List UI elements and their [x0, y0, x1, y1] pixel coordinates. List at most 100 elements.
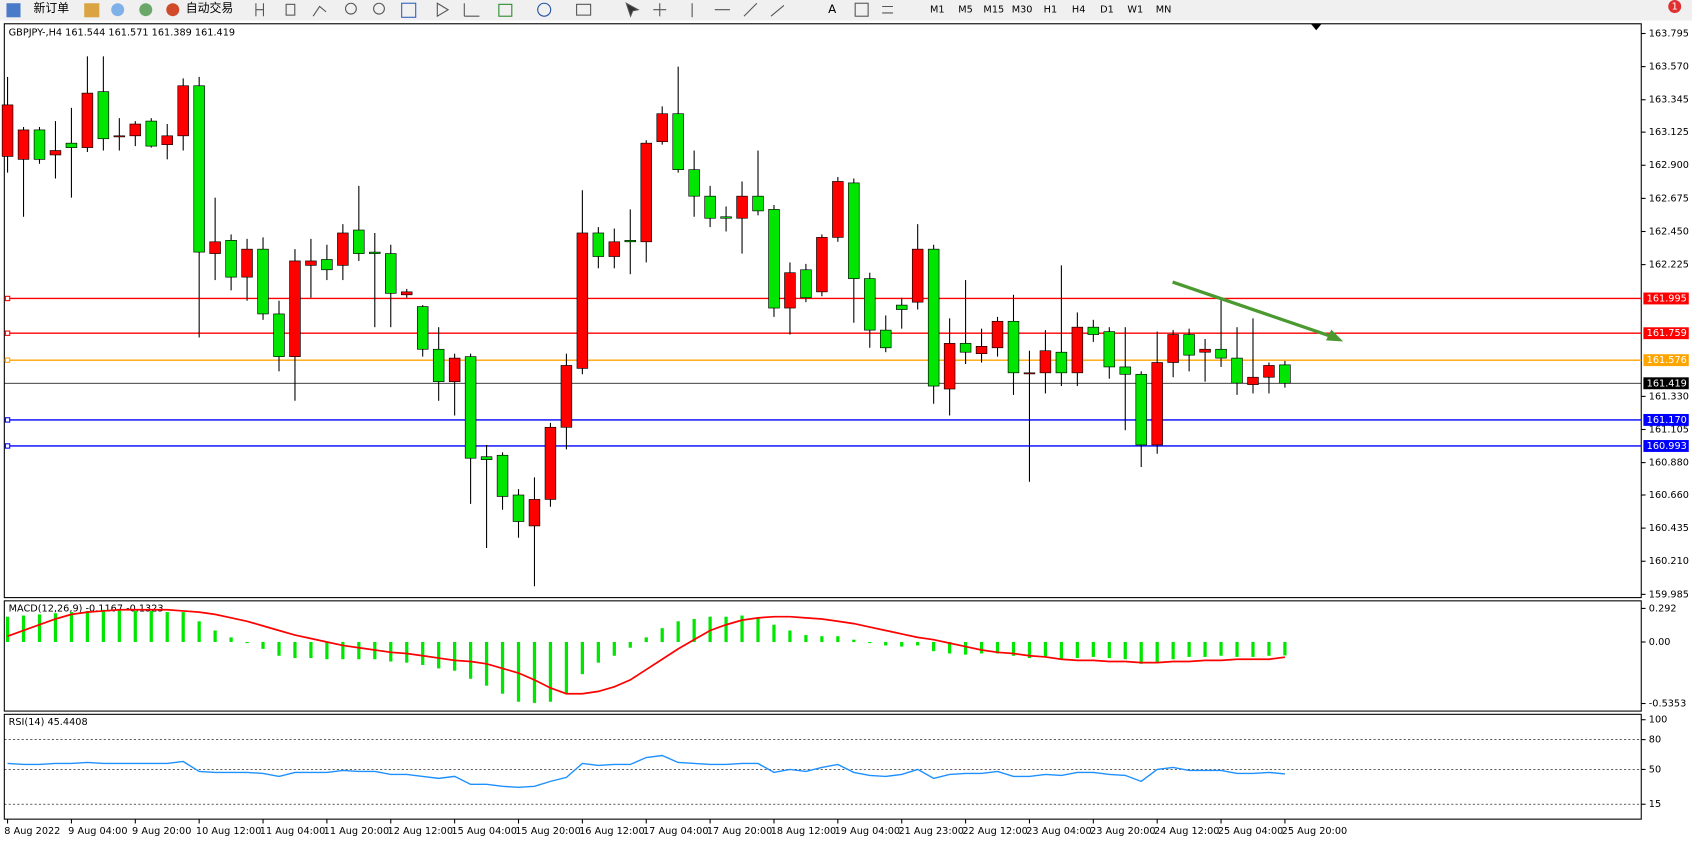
- candle-body: [512, 494, 525, 522]
- macd-bar: [772, 624, 776, 642]
- zoom-in[interactable]: [344, 2, 357, 15]
- cursor-icon[interactable]: [625, 2, 640, 18]
- macd-bar: [229, 637, 233, 642]
- zoom-out[interactable]: [373, 2, 385, 15]
- macd-bar: [1187, 641, 1191, 657]
- y-tick-label: 163.125: [1649, 127, 1689, 138]
- timeframe-button[interactable]: M1: [930, 5, 945, 16]
- y-tick-label: 0.00: [1649, 637, 1671, 648]
- notification-badge[interactable]: [1668, 0, 1682, 13]
- templates-icon[interactable]: [576, 3, 592, 16]
- last-price-label: 161.419: [1647, 378, 1687, 389]
- crosshair-icon[interactable]: [653, 3, 667, 17]
- draw-tools[interactable]: [691, 2, 785, 18]
- candle-body: [1151, 362, 1163, 446]
- macd-bar: [756, 617, 760, 642]
- x-tick-label: 15 Aug 20:00: [515, 826, 581, 837]
- macd-bar: [405, 641, 409, 663]
- candle-body: [432, 348, 445, 382]
- icon[interactable]: [111, 3, 125, 17]
- tile-icon[interactable]: [401, 2, 417, 18]
- candle-body: [1279, 364, 1291, 384]
- timeframe-button[interactable]: D1: [1100, 5, 1114, 16]
- macd-bar: [1171, 641, 1175, 660]
- candle-body: [1103, 331, 1116, 368]
- candle-body: [736, 195, 748, 219]
- bar-chart-icon[interactable]: [255, 3, 265, 17]
- level-handle: [4, 417, 11, 423]
- indicators-icon[interactable]: [498, 3, 513, 17]
- icon[interactable]: [84, 3, 100, 18]
- macd-bar: [325, 641, 329, 660]
- candle-body: [353, 229, 365, 254]
- macd-bar: [947, 641, 952, 654]
- x-tick-label: 19 Aug 04:00: [835, 826, 901, 837]
- macd-bar: [836, 636, 840, 642]
- new-order-button[interactable]: 新订单: [33, 1, 69, 15]
- candle-body: [1119, 366, 1131, 375]
- shift-icon[interactable]: [463, 3, 480, 17]
- auto-trading-icon[interactable]: [166, 3, 180, 17]
- label-tool[interactable]: [854, 2, 869, 17]
- text-tool[interactable]: A: [828, 2, 837, 16]
- level-label: 161.170: [1647, 415, 1687, 426]
- arrows-tool[interactable]: [882, 5, 893, 14]
- x-tick-label: 18 Aug 12:00: [771, 826, 837, 837]
- trend-arrow-head: [1325, 329, 1344, 342]
- candle-body: [17, 129, 30, 160]
- new-order-icon[interactable]: [6, 3, 21, 18]
- timeframe-button[interactable]: MN: [1156, 5, 1172, 16]
- timeframe-button[interactable]: M30: [1012, 5, 1033, 16]
- candle-body: [528, 499, 541, 527]
- icon[interactable]: [139, 3, 153, 17]
- candle-body: [975, 345, 988, 355]
- auto-trading-button[interactable]: 自动交易: [186, 1, 233, 15]
- macd-bar: [261, 641, 265, 649]
- y-tick-label: -0.5353: [1649, 699, 1687, 710]
- candle-body: [943, 343, 956, 390]
- y-tick-label: 161.105: [1649, 424, 1689, 435]
- candle-body: [1087, 326, 1100, 335]
- candle-body: [1167, 334, 1179, 363]
- level-label: 161.995: [1647, 293, 1687, 304]
- macd-bar: [213, 630, 217, 642]
- macd-bar: [1155, 641, 1159, 663]
- candle-body: [911, 248, 924, 303]
- macd-bar: [1219, 641, 1223, 656]
- candle-body: [704, 195, 716, 219]
- macd-bar: [1059, 641, 1064, 660]
- y-tick-label: 160.210: [1649, 556, 1689, 567]
- candle-body: [768, 209, 780, 309]
- x-tick-label: 25 Aug 04:00: [1218, 826, 1284, 837]
- macd-bar: [1203, 641, 1207, 657]
- candle-body: [1135, 373, 1147, 446]
- candle-body: [1199, 348, 1211, 353]
- x-tick-label: 23 Aug 20:00: [1090, 826, 1156, 837]
- x-tick-label: 24 Aug 12:00: [1154, 826, 1220, 837]
- candle-body: [81, 92, 94, 148]
- candle-body: [464, 356, 477, 459]
- candle-icon[interactable]: [285, 3, 296, 16]
- x-tick-label: 22 Aug 12:00: [962, 826, 1028, 837]
- candle-body: [416, 306, 429, 350]
- timeframe-button[interactable]: H1: [1044, 5, 1057, 16]
- candle-body: [895, 304, 908, 310]
- macd-bar: [357, 641, 361, 660]
- periods-icon[interactable]: [537, 2, 552, 17]
- price-panel: [3, 23, 1642, 599]
- timeframe-button[interactable]: H4: [1072, 5, 1085, 16]
- macd-bar: [468, 641, 473, 679]
- candle-body: [177, 85, 189, 137]
- scroll-icon[interactable]: [436, 2, 450, 18]
- tool-icons: A: [255, 2, 893, 18]
- line-icon[interactable]: [312, 5, 327, 17]
- notification-count[interactable]: 1: [1672, 1, 1678, 12]
- timeframe-button[interactable]: M15: [983, 5, 1004, 16]
- timeframe-button[interactable]: W1: [1127, 5, 1143, 16]
- level-label-bg: [1643, 292, 1689, 305]
- candle-body: [816, 237, 828, 293]
- timeframe-button[interactable]: M5: [958, 5, 973, 16]
- candle-body: [209, 241, 221, 254]
- candle-body: [97, 91, 110, 140]
